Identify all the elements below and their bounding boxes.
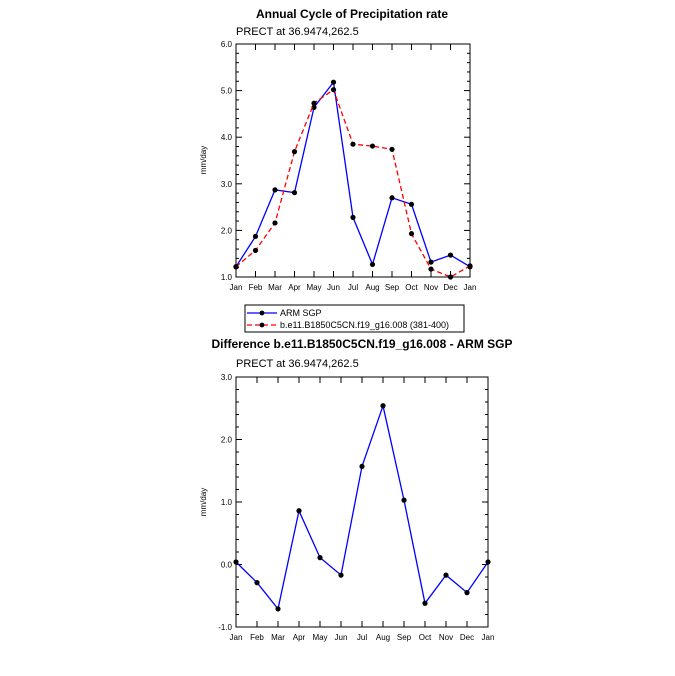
chart2-title: Difference b.e11.B1850C5CN.f19_g16.008 -… — [211, 337, 512, 351]
chart1-series-0-point — [330, 79, 337, 85]
chart1-series-1-point — [447, 274, 454, 280]
chart1-series-1-point — [428, 266, 434, 272]
chart2-xtick-label: Dec — [460, 633, 474, 642]
chart1-series-0-point — [311, 104, 317, 110]
chart1-series-1-point — [233, 264, 239, 270]
chart2-xtick-label: May — [312, 633, 327, 642]
chart1-subtitle: PRECT at 36.9474,262.5 — [236, 26, 359, 38]
legend-label-model: b.e11.B1850C5CN.f19_g16.008 (381-400) — [280, 320, 449, 330]
chart1-ytick-label: 1.0 — [221, 273, 233, 282]
chart2-series-0-point — [485, 559, 491, 565]
chart1-series-0-point — [408, 201, 415, 207]
chart2-xtick-label: Jan — [482, 633, 495, 642]
chart2-plot-frame — [235, 376, 489, 628]
chart2-series-0-point — [317, 555, 323, 561]
legend-box — [244, 304, 465, 333]
chart1-ytick-label: 2.0 — [221, 226, 233, 235]
chart2-xtick-label: Apr — [293, 633, 306, 642]
chart1-series-0-point — [291, 190, 298, 196]
chart1-xtick-label: Dec — [443, 283, 457, 292]
chart1-xtick-label: Mar — [268, 283, 282, 292]
chart1-series-1-point — [389, 146, 395, 152]
chart1-series-0-line — [235, 80, 471, 268]
chart1-series-1-point — [252, 247, 259, 254]
chart1-legend: ARM SGP b.e11.B1850C5CN.f19_g16.008 (381… — [244, 304, 465, 333]
chart1-series-1-point — [272, 220, 278, 226]
chart1-ytick-label: 6.0 — [221, 40, 233, 49]
annual-cycle-chart: Annual Cycle of Precipitation rate PRECT… — [199, 7, 476, 292]
chart1-series-1-point — [408, 231, 415, 237]
chart2-xtick-label: Nov — [439, 633, 453, 642]
chart2-series-0-line — [235, 403, 489, 611]
chart1-ytick-label: 3.0 — [221, 180, 233, 189]
chart2-series-0-point — [338, 572, 344, 578]
chart2-ytick-label: 1.0 — [221, 498, 233, 507]
chart2-ytick-label: 2.0 — [221, 436, 233, 445]
chart2-xtick-label: Aug — [376, 633, 390, 642]
chart1-xtick-label: Nov — [424, 283, 438, 292]
chart1-ylabel: mm/day — [199, 146, 208, 174]
chart1-xtick-label: Jan — [464, 283, 477, 292]
chart1-series-0-point — [369, 261, 376, 268]
chart2-xtick-label: Sep — [397, 633, 412, 642]
chart1-xtick-label: Oct — [405, 283, 418, 292]
chart1-series-1-line — [235, 88, 471, 278]
chart2-ylabel: mm/day — [199, 488, 208, 516]
chart1-series-1-point — [350, 141, 356, 147]
chart2-xtick-label: Jun — [335, 633, 348, 642]
legend-label-arm-sgp: ARM SGP — [280, 308, 322, 318]
chart2-series-0-point — [401, 497, 407, 503]
chart2-subtitle: PRECT at 36.9474,262.5 — [236, 358, 359, 370]
chart1-series-1-point — [311, 100, 317, 106]
chart1-series-1-point — [369, 143, 376, 149]
chart1-series-0-point — [252, 233, 259, 240]
chart1-xtick-label: Sep — [385, 283, 400, 292]
legend-marker-arm-sgp — [259, 310, 265, 316]
chart2-xtick-label: Feb — [250, 633, 264, 642]
chart2-xtick-label: Oct — [419, 633, 432, 642]
chart1-xtick-label: Aug — [365, 283, 379, 292]
chart2-ytick-label: 3.0 — [221, 373, 233, 382]
chart2-series-0-point — [443, 572, 449, 578]
chart1-xtick-label: Jun — [327, 283, 340, 292]
chart1-series-1-point — [467, 263, 473, 269]
chart1-series-0-point — [350, 214, 356, 220]
chart2-series-0-point — [296, 508, 302, 514]
chart2-series-0-point — [275, 606, 281, 612]
chart2-series-0-point — [359, 463, 365, 469]
chart1-series-0-point — [389, 195, 395, 201]
chart1-series-0-point — [272, 187, 278, 193]
chart1-series-0-point — [447, 252, 454, 258]
legend-marker-model — [259, 322, 265, 328]
chart2-series-0-point — [380, 403, 386, 409]
difference-chart: Difference b.e11.B1850C5CN.f19_g16.008 -… — [199, 337, 513, 642]
chart1-xtick-label: Jul — [348, 283, 358, 292]
chart2-series-0-point — [254, 580, 260, 586]
chart1-ytick-label: 4.0 — [221, 133, 233, 142]
chart2-xtick-label: Jul — [357, 633, 367, 642]
chart1-series-1-point — [291, 149, 298, 155]
chart1-xtick-label: Apr — [288, 283, 301, 292]
chart1-plot-frame — [235, 43, 471, 278]
chart2-xtick-label: Jan — [230, 633, 243, 642]
chart2-series-0-point — [422, 600, 428, 606]
chart1-xtick-label: May — [306, 283, 321, 292]
chart2-xtick-label: Mar — [271, 633, 285, 642]
chart1-series-0-point — [428, 259, 434, 265]
chart1-xtick-label: Jan — [230, 283, 243, 292]
chart1-ytick-label: 5.0 — [221, 87, 233, 96]
chart2-ytick-label: -1.0 — [218, 623, 232, 632]
chart1-title: Annual Cycle of Precipitation rate — [256, 7, 448, 21]
chart1-xtick-label: Feb — [249, 283, 263, 292]
chart2-series-0-point — [233, 559, 239, 565]
chart2-series-0-point — [464, 590, 470, 596]
chart2-ytick-label: 0.0 — [221, 561, 233, 570]
chart1-series-1-point — [330, 87, 337, 93]
